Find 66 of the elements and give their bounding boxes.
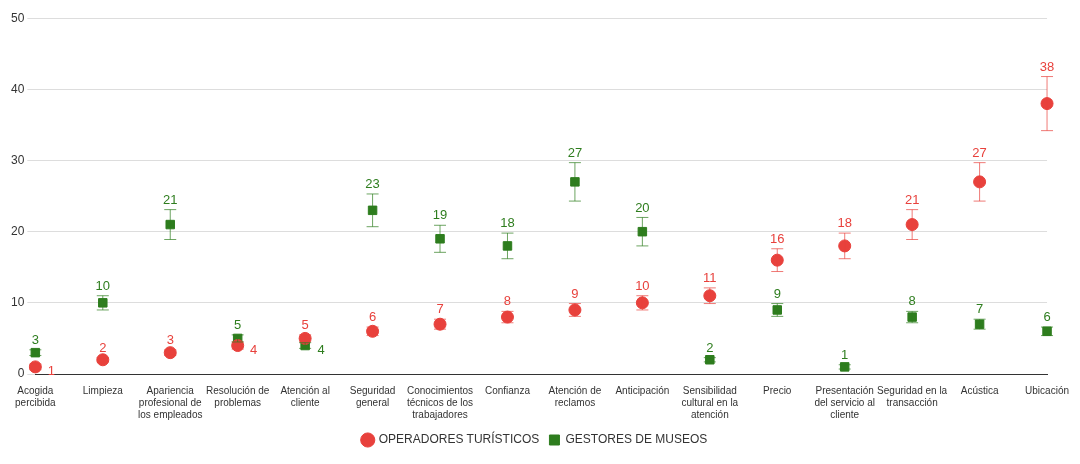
- y-tick-label: 20: [10, 223, 25, 238]
- y-tick-label: 10: [10, 295, 25, 310]
- x-tick-label: Presentación del servicio al cliente: [814, 384, 875, 420]
- x-tick-label: Acogida percibida: [15, 384, 57, 408]
- data-label: 27: [567, 144, 583, 160]
- x-tick-label: Confianza: [484, 384, 531, 396]
- x-tick-label: Precio: [763, 384, 792, 396]
- data-label: 8: [908, 293, 916, 309]
- data-label: 10: [635, 277, 650, 293]
- data-label: 11: [703, 269, 717, 285]
- data-label: 9: [773, 285, 781, 301]
- x-tick-label: Ubicación: [1025, 384, 1070, 396]
- data-label: 7: [436, 301, 444, 317]
- data-label: 38: [1039, 58, 1055, 74]
- y-tick-label: 0: [17, 366, 25, 381]
- data-label: 16: [770, 230, 785, 246]
- point: [838, 239, 852, 253]
- data-label: 20: [635, 199, 650, 215]
- data-label: 23: [365, 176, 380, 192]
- data-label: 21: [904, 191, 920, 207]
- data-label: 3: [166, 331, 174, 347]
- legend-label: OPERADORES TURÍSTICOS: [378, 431, 540, 447]
- data-label: 19: [432, 207, 448, 223]
- point: [905, 218, 919, 232]
- point: [570, 177, 580, 187]
- data-label: 2: [706, 339, 714, 355]
- point: [435, 234, 445, 244]
- data-label: 6: [368, 309, 377, 325]
- data-label: 27: [972, 144, 987, 160]
- data-label: 9: [571, 285, 579, 301]
- data-label: 6: [1043, 309, 1051, 325]
- data-label: 18: [500, 215, 515, 231]
- data-label: 7: [975, 301, 984, 317]
- data-label: 1: [841, 346, 849, 362]
- data-label: 5: [234, 316, 242, 332]
- point: [367, 205, 378, 216]
- x-tick-label: Atención al cliente: [280, 384, 330, 408]
- data-label: 5: [301, 316, 309, 332]
- x-tick-label: Seguridad en la transacción: [877, 384, 948, 408]
- x-tick-label: Seguridad general: [349, 384, 396, 408]
- point: [165, 219, 175, 230]
- data-label: 4: [317, 341, 325, 357]
- y-tick-label: 40: [10, 81, 25, 96]
- x-tick-label: Resolución de problemas: [206, 384, 270, 408]
- data-label: 2: [99, 339, 107, 355]
- x-tick-label: Conocimientos técnicos de los trabajadores: [406, 384, 474, 420]
- data-label: 10: [95, 277, 111, 293]
- x-tick-label: Anticipación: [615, 384, 670, 396]
- x-tick-label: Atención de reclamos: [548, 384, 602, 408]
- data-label: 21: [163, 191, 178, 207]
- point: [770, 253, 784, 267]
- x-tick-label: Acústica: [960, 384, 999, 396]
- x-tick-label: Sensibilidad cultural en la atención: [681, 384, 739, 420]
- data-label: 1: [47, 362, 55, 378]
- point: [502, 241, 513, 251]
- data-label: 8: [503, 293, 512, 309]
- x-tick-label: Limpieza: [82, 384, 124, 396]
- point: [973, 175, 987, 189]
- data-label: 18: [837, 215, 852, 231]
- data-label: 3: [31, 331, 39, 347]
- data-label: 4: [250, 341, 258, 357]
- point: [637, 226, 648, 237]
- x-tick-label: Apariencia profesional de los empleados: [138, 384, 203, 420]
- y-tick-label: 30: [10, 152, 25, 167]
- y-tick-label: 50: [10, 10, 25, 25]
- legend-label: GESTORES DE MUSEOS: [565, 432, 708, 447]
